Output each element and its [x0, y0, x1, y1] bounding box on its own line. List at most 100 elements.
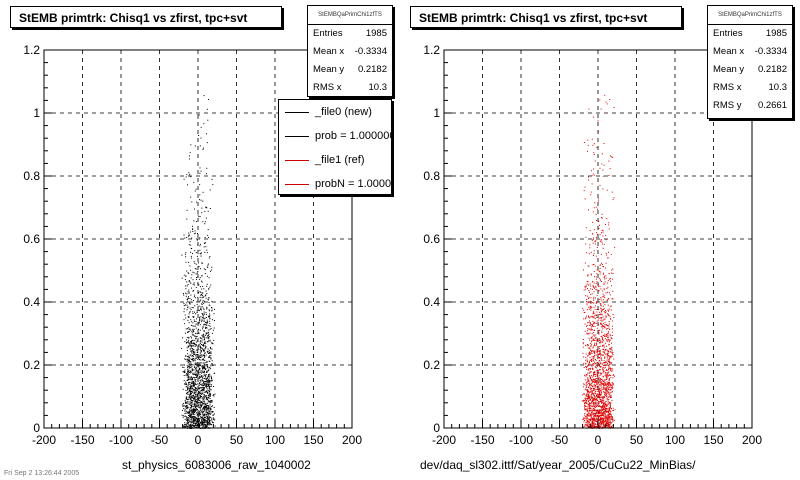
right-point	[592, 381, 593, 383]
left-point	[188, 328, 190, 330]
right-point	[589, 398, 591, 400]
left-point	[205, 326, 207, 328]
left-point	[184, 370, 185, 372]
right-point	[593, 344, 595, 346]
left-point	[186, 406, 188, 408]
left-point	[188, 424, 190, 426]
right-point	[596, 340, 598, 342]
right-point	[601, 405, 603, 407]
right-point	[593, 174, 595, 176]
right-point	[605, 224, 606, 225]
right-point	[610, 416, 612, 418]
right-point	[600, 422, 602, 424]
left-point	[200, 392, 202, 394]
left-point	[194, 332, 196, 334]
right-point	[596, 386, 598, 387]
left-point	[211, 343, 213, 345]
left-point	[209, 336, 211, 338]
right-point	[609, 421, 611, 423]
right-point	[608, 367, 610, 369]
right-point	[610, 362, 612, 364]
right-point	[602, 402, 604, 404]
left-point	[210, 284, 212, 286]
right-point	[608, 415, 610, 416]
right-point	[602, 247, 604, 249]
right-point	[586, 358, 588, 360]
right-point	[597, 283, 599, 285]
left-point	[190, 371, 192, 373]
left-point	[207, 119, 209, 121]
right-point	[594, 315, 596, 316]
right-point	[610, 280, 611, 282]
right-point	[591, 411, 593, 413]
left-point	[212, 343, 214, 345]
right-point	[589, 353, 591, 355]
left-point	[203, 384, 205, 386]
right-point	[591, 336, 593, 338]
left-point	[201, 341, 203, 343]
right-point	[600, 240, 602, 242]
right-stats-row-meanx: Mean x -0.3334	[713, 46, 787, 57]
left-point	[210, 393, 212, 395]
right-point	[604, 364, 606, 366]
right-point	[596, 394, 598, 396]
right-point	[598, 385, 600, 387]
right-point	[591, 390, 593, 392]
left-point	[210, 377, 212, 379]
left-point	[205, 346, 207, 348]
left-point	[199, 277, 201, 279]
right-point	[611, 335, 613, 336]
right-point	[605, 324, 607, 326]
left-point	[191, 287, 192, 289]
right-point	[600, 400, 602, 402]
right-point	[595, 385, 597, 386]
left-point	[196, 383, 198, 385]
left-point	[187, 306, 189, 308]
left-point	[200, 253, 202, 255]
right-point	[598, 402, 600, 404]
right-point	[589, 375, 591, 377]
right-point	[603, 421, 605, 422]
right-point	[593, 351, 595, 353]
right-point	[592, 399, 594, 401]
right-point	[592, 211, 594, 213]
left-point	[207, 392, 208, 394]
left-x-tick-label: -100	[109, 433, 133, 447]
right-point	[610, 305, 612, 307]
right-point	[587, 150, 588, 152]
right-point	[612, 407, 614, 409]
left-stats-row-entries: Entries 1985	[313, 28, 387, 39]
left-point	[191, 352, 193, 354]
left-point	[190, 395, 192, 397]
right-point	[585, 243, 587, 245]
right-point	[587, 388, 589, 390]
right-point	[592, 369, 594, 370]
left-point	[197, 359, 199, 360]
left-point	[189, 311, 191, 313]
right-point	[599, 314, 601, 315]
right-point	[605, 378, 607, 380]
right-point	[587, 395, 589, 397]
left-point	[186, 412, 188, 414]
left-point	[205, 406, 207, 408]
left-point	[194, 384, 196, 385]
left-point	[193, 417, 195, 419]
right-point	[609, 316, 611, 318]
right-point	[600, 396, 602, 398]
right-point	[603, 365, 605, 366]
right-point	[602, 380, 603, 382]
right-point	[593, 321, 595, 323]
right-point	[591, 350, 593, 352]
right-point	[600, 322, 602, 324]
left-point	[204, 348, 206, 350]
left-point	[206, 364, 208, 366]
left-point	[197, 249, 199, 251]
right-point	[595, 409, 597, 411]
left-point	[205, 312, 207, 314]
left-point	[183, 305, 185, 306]
right-point	[590, 417, 592, 419]
right-point	[601, 402, 602, 404]
right-point	[589, 410, 591, 411]
left-point	[198, 415, 200, 417]
right-point	[606, 422, 607, 424]
